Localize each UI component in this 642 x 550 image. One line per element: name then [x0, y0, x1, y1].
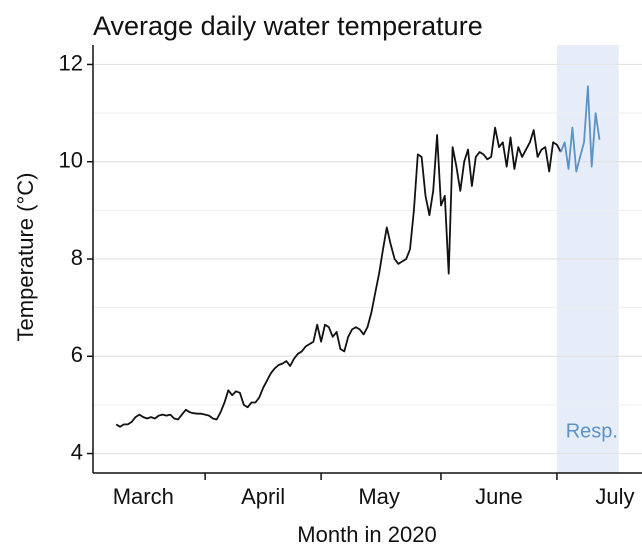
x-tick-label: March [113, 484, 174, 509]
y-tick-label: 10 [59, 148, 83, 173]
x-axis-label: Month in 2020 [297, 522, 436, 547]
x-tick-label: July [595, 484, 634, 509]
y-tick-label: 12 [59, 50, 83, 75]
chart-title: Average daily water temperature [93, 11, 483, 41]
y-axis-label: Temperature (°C) [13, 173, 38, 342]
y-tick-label: 4 [71, 439, 83, 464]
series-line [559, 85, 601, 173]
x-tick-label: May [358, 484, 400, 509]
band-label: Resp. [566, 420, 618, 442]
x-tick-label: April [241, 484, 285, 509]
y-tick-label: 8 [71, 245, 83, 270]
series-line [115, 126, 562, 428]
x-tick-label: June [475, 484, 523, 509]
y-tick-label: 6 [71, 342, 83, 367]
